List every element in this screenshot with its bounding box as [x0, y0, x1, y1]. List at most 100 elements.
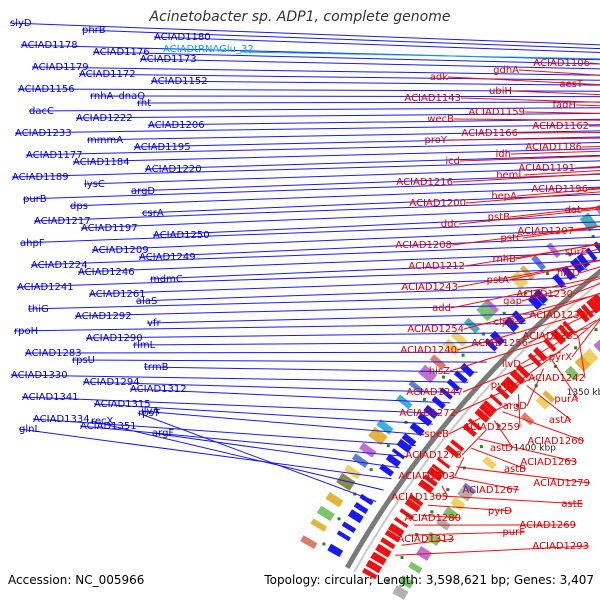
accession-text: Accession: NC_005966 — [8, 573, 145, 587]
label-connector — [441, 485, 449, 498]
gene-label: ACIAD1283 — [25, 348, 82, 359]
gene-label: astD — [490, 443, 513, 454]
gene-label: icd — [445, 156, 460, 167]
gene-label: ACIAD1191 — [518, 163, 575, 174]
label-connector — [522, 225, 600, 239]
rna-label-connector — [239, 51, 600, 60]
label-connector — [150, 80, 600, 86]
gene-label: ACIAD1293 — [532, 541, 589, 552]
label-connector — [458, 208, 600, 225]
label-connector — [421, 514, 462, 519]
scale-label: 1400 kbp — [513, 444, 556, 454]
annotation-segment — [368, 426, 388, 446]
gene-label: ACIAD1152 — [151, 76, 208, 87]
label-connector — [149, 260, 599, 280]
topology-text: Topology: circular; Length: 3,598,621 bp… — [264, 573, 594, 587]
reverse-feature — [533, 346, 548, 362]
gene-label: ACIAD1305 — [391, 492, 448, 503]
gene-label: glnL — [19, 424, 40, 435]
annotation-segment — [593, 339, 600, 353]
label-connector — [572, 283, 600, 295]
gene-label: ACIAD1240 — [400, 345, 457, 356]
gene-label: ACIAD1247 — [406, 387, 463, 398]
gene-label: surE — [565, 247, 587, 258]
gene-label: ACIAD1235 — [522, 331, 579, 342]
label-connector — [453, 118, 600, 121]
gene-label: wecB — [427, 114, 454, 125]
gene-label: ACIAD1256 — [471, 338, 528, 349]
reverse-feature — [380, 537, 396, 550]
gene-labels: slyDphrBACIAD1180ACIAD1178ACIAD1176ACIAD… — [10, 18, 590, 552]
gene-label: ACIAD1173 — [140, 54, 197, 65]
annotation-segment — [535, 395, 550, 410]
gene-label: ACIAD1261 — [89, 289, 146, 300]
forward-feature — [336, 530, 351, 542]
label-connector — [146, 313, 536, 324]
label-connector — [13, 322, 526, 332]
label-connector — [129, 388, 451, 404]
rna-gene-label: ACIADtRNAGlu_32 — [163, 44, 254, 55]
label-connector — [452, 173, 600, 183]
label-connector — [89, 95, 600, 98]
label-connector — [33, 200, 600, 222]
label-connector — [31, 66, 600, 76]
label-connector — [448, 402, 511, 435]
gene-label: astE — [561, 499, 583, 510]
label-connector — [91, 228, 600, 251]
gene-label: ACIAD1334 — [33, 414, 90, 425]
annotation-segment — [310, 518, 328, 532]
gene-label: vfr — [147, 318, 161, 329]
gene-label: ACIAD1292 — [75, 311, 132, 322]
gene-label: astB — [504, 464, 526, 475]
label-connector — [514, 292, 600, 323]
label-connector — [132, 341, 506, 346]
gene-label: rpoH — [14, 326, 38, 337]
label-connector — [407, 531, 526, 536]
gene-label: ACIAD1273 — [405, 450, 462, 461]
label-connector — [527, 308, 600, 344]
gene-label: slyD — [10, 18, 32, 29]
label-connector — [24, 351, 497, 354]
gene-label: ACIAD1217 — [34, 216, 91, 227]
label-connector — [92, 51, 600, 65]
label-connector — [456, 466, 591, 484]
gene-label: ACIAD1242 — [528, 373, 585, 384]
gene-label: thiG — [28, 304, 49, 315]
gene-label: ACIAD1166 — [461, 128, 518, 139]
label-connector — [511, 90, 600, 96]
label-connector — [32, 418, 416, 447]
gene-label: ilvA — [141, 406, 159, 417]
gene-label: ACIAD1280 — [404, 513, 461, 524]
gene-label: pyrX — [549, 352, 572, 363]
reverse-feature — [399, 508, 414, 520]
forward-feature — [423, 404, 439, 419]
label-connector — [16, 268, 588, 288]
marker-tick — [524, 291, 528, 295]
marker-tick — [479, 445, 483, 449]
marker-tick — [515, 404, 519, 407]
gene-label: ACIAD1208 — [395, 240, 452, 251]
label-connector — [401, 538, 455, 546]
gene-label: ACIAD1260 — [527, 436, 584, 447]
gene-label: ACIAD1186 — [525, 142, 582, 153]
reverse-feature — [384, 529, 401, 543]
gene-label: ACIAD1189 — [12, 172, 69, 183]
annotation-segment — [546, 242, 561, 259]
label-connector — [520, 319, 597, 365]
label-connector — [526, 385, 572, 421]
reverse-feature — [445, 444, 460, 458]
label-connector — [85, 332, 516, 339]
gene-label: pyrD — [488, 506, 512, 517]
forward-feature — [396, 438, 413, 453]
gene-label: rpsU — [72, 355, 95, 366]
label-connector — [517, 131, 600, 134]
gene-label: ACIAD1294 — [83, 377, 140, 388]
forward-feature — [417, 412, 433, 427]
marker-tick — [568, 253, 572, 257]
gene-label: lysC — [84, 179, 105, 190]
label-connector — [447, 76, 600, 86]
label-connector — [463, 293, 600, 330]
gene-label: rnt — [137, 98, 151, 109]
label-connector — [457, 260, 600, 288]
annotation-segment — [520, 265, 535, 281]
